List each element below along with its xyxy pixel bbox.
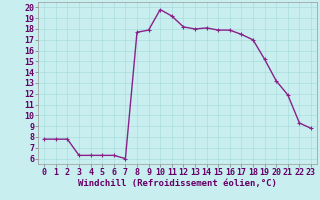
X-axis label: Windchill (Refroidissement éolien,°C): Windchill (Refroidissement éolien,°C) [78,179,277,188]
